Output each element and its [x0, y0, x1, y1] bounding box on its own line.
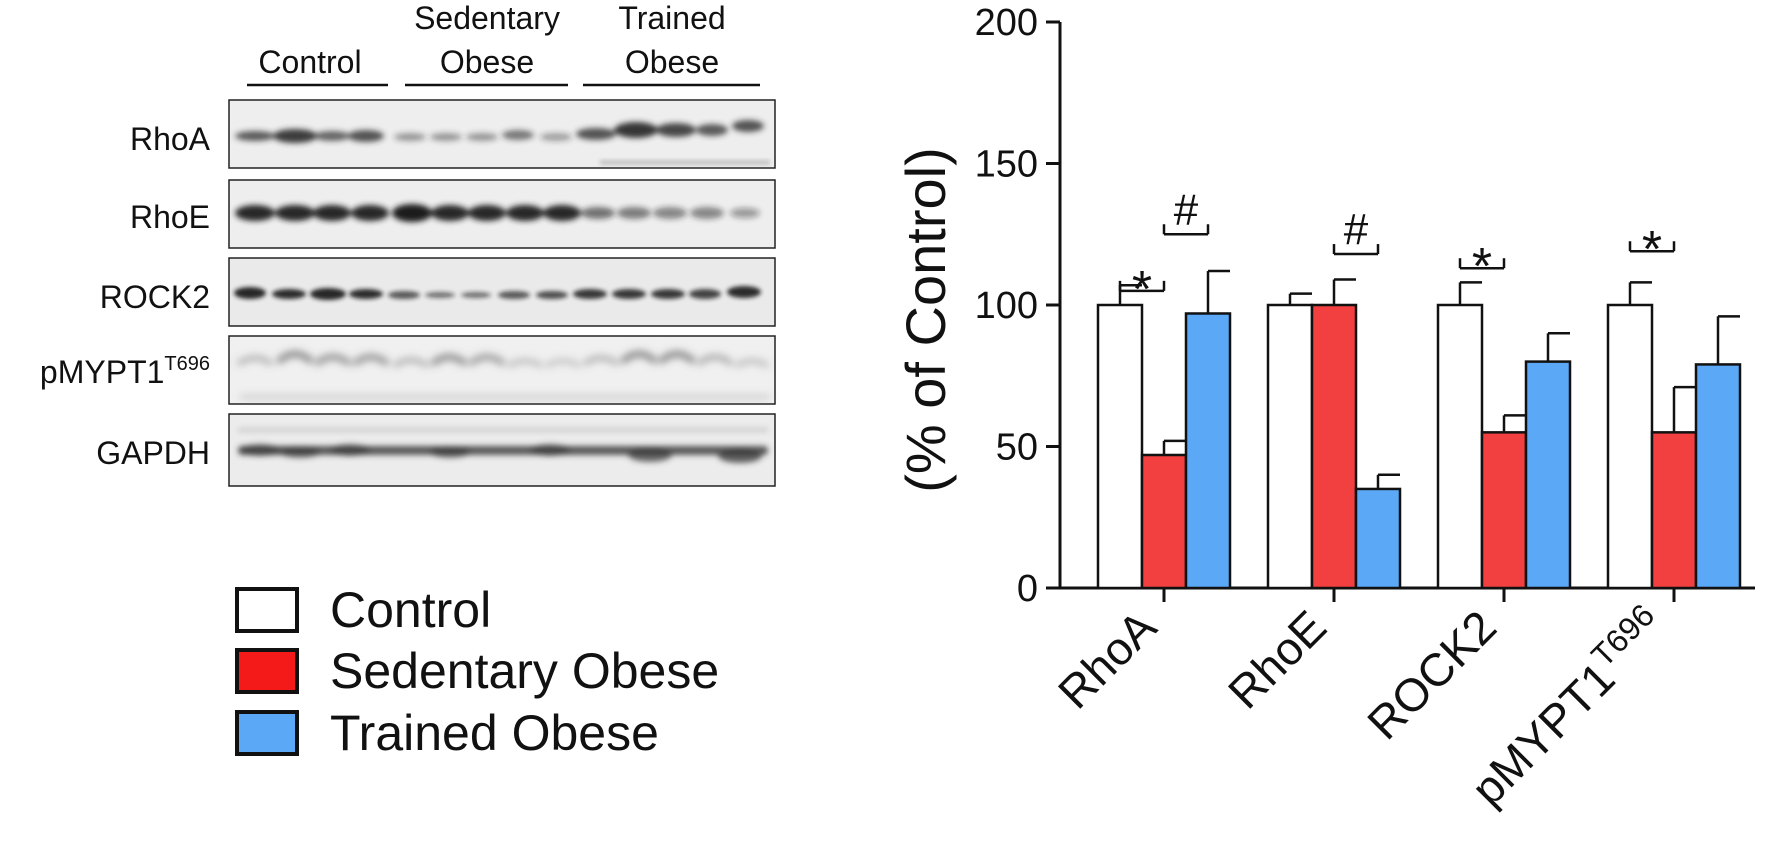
bar	[1606, 303, 1654, 590]
group-label-sedentary-line1: Sedentary	[414, 0, 560, 36]
bar	[1096, 303, 1144, 590]
significance-marker: #	[1174, 185, 1199, 234]
y-axis-label: (% of Control)	[894, 147, 957, 492]
x-category-label-main: pMYPT1	[1461, 652, 1624, 815]
y-tick-label: 50	[996, 427, 1038, 469]
blot-strip-rock2	[228, 257, 776, 327]
group-label-trained-line2: Obese	[625, 44, 719, 80]
western-blot-figure: Control Sedentary Obese Trained Obese Rh…	[40, 0, 776, 761]
blot-row-label-rhoa: RhoA	[130, 121, 211, 157]
legend-label-trained-obese: Trained Obese	[330, 705, 659, 761]
x-category-label: RhoA	[1048, 600, 1166, 718]
legend-swatch-trained-obese	[235, 710, 299, 756]
chart-bars	[1096, 303, 1742, 590]
bar	[1354, 487, 1402, 590]
chart-axes: 0 50 100 150 200	[975, 2, 1755, 610]
y-tick-label: 150	[975, 144, 1038, 186]
legend-swatch-sedentary-obese	[235, 648, 299, 694]
bar	[1184, 312, 1232, 590]
bar	[1140, 453, 1188, 590]
legend-label-control: Control	[330, 582, 491, 638]
group-label-control: Control	[258, 44, 361, 80]
x-category-label-main: RhoA	[1048, 600, 1166, 718]
bar	[1650, 431, 1698, 590]
blot-row-label-pmypt1-main: pMYPT1	[40, 354, 164, 390]
bar	[1694, 363, 1742, 590]
x-category-label-main: ROCK2	[1357, 600, 1506, 749]
group-label-sedentary-line2: Obese	[440, 44, 534, 80]
bar	[1266, 303, 1314, 590]
bar	[1480, 431, 1528, 590]
significance-marker: *	[1472, 238, 1492, 296]
y-tick-label: 200	[975, 2, 1038, 44]
blot-row-label-pmypt1-sup: T696	[164, 353, 210, 375]
x-category-label-main: RhoE	[1218, 600, 1336, 718]
x-category-label-sup: T696	[1584, 597, 1661, 674]
western-blot-panel: Control Sedentary Obese Trained Obese Rh…	[0, 0, 800, 836]
blot-row-label-rock2: ROCK2	[100, 279, 210, 315]
significance-marker: *	[1132, 261, 1152, 319]
blot-strip-pmypt1	[228, 335, 776, 405]
legend-swatch-control	[235, 587, 299, 633]
blot-row-label-pmypt1: pMYPT1T696	[40, 353, 210, 390]
bar	[1436, 303, 1484, 590]
blot-strip-rhoe	[228, 179, 776, 249]
blot-strip-rhoa	[228, 99, 776, 169]
bar	[1524, 360, 1572, 590]
x-category-label: ROCK2	[1357, 600, 1506, 749]
blot-strip-gapdh	[228, 413, 776, 487]
y-tick-label: 100	[975, 285, 1038, 327]
chart-error-bars	[1118, 269, 1740, 489]
legend-label-sedentary-obese: Sedentary Obese	[330, 643, 719, 699]
y-tick-label: 0	[1017, 568, 1038, 610]
blot-row-label-gapdh: GAPDH	[96, 435, 210, 471]
significance-marker: #	[1344, 205, 1369, 254]
legend: Control Sedentary Obese Trained Obese	[235, 582, 719, 761]
blot-row-label-rhoe: RhoE	[130, 199, 210, 235]
group-label-trained-line1: Trained	[618, 0, 725, 36]
chart-significance-annotations: * # # * *	[1118, 185, 1676, 319]
significance-marker: *	[1642, 221, 1662, 279]
x-category-label: pMYPT1T696	[1458, 597, 1676, 815]
bar	[1310, 303, 1358, 590]
x-category-label: RhoE	[1218, 600, 1336, 718]
